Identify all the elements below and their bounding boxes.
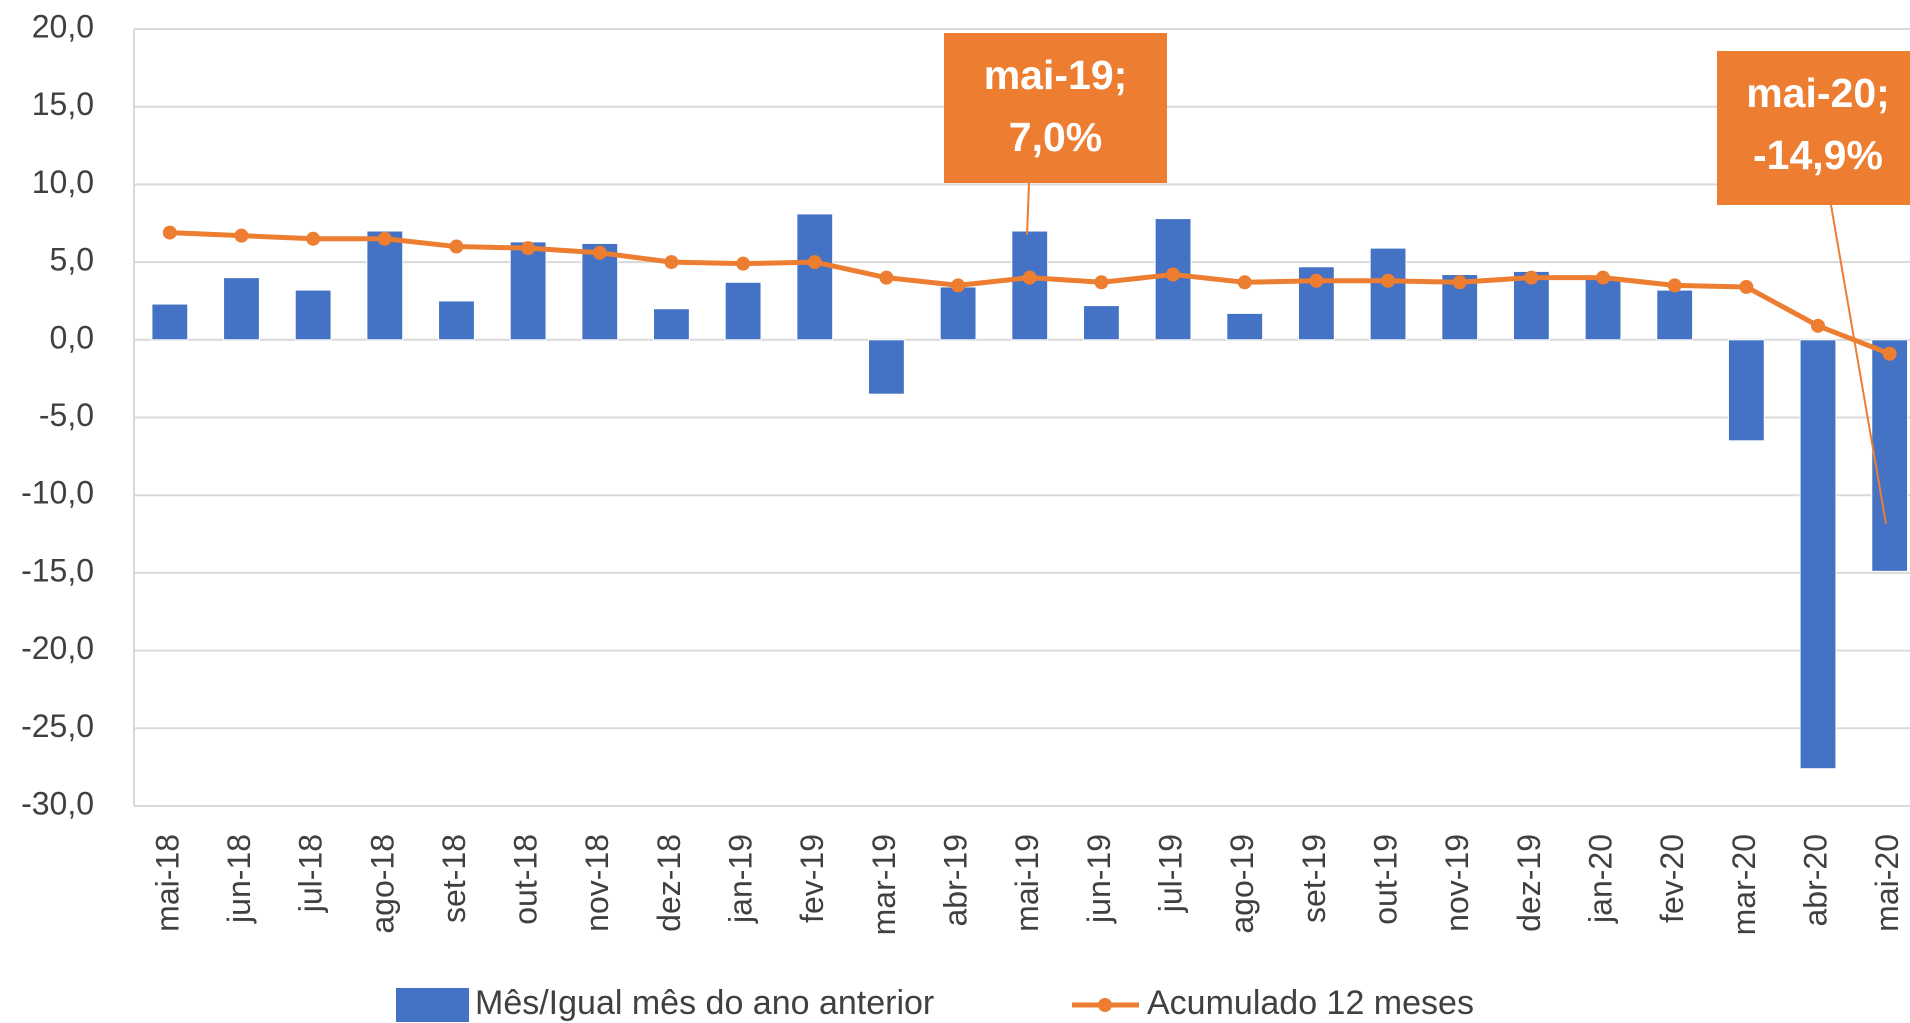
line-marker — [1237, 275, 1252, 290]
y-tick-label: 10,0 — [32, 164, 94, 200]
bar — [1871, 339, 1909, 572]
bar — [796, 213, 834, 341]
line-marker — [592, 245, 607, 260]
line-marker — [306, 231, 321, 246]
x-tick-label: jul-19 — [1153, 834, 1189, 913]
y-tick-label: 5,0 — [50, 242, 94, 278]
y-tick-label: 20,0 — [32, 8, 94, 44]
x-tick-label: abr-20 — [1797, 834, 1833, 927]
line-marker — [1166, 267, 1181, 282]
x-tick-label: fev-19 — [794, 834, 830, 923]
line-marker — [951, 278, 966, 293]
line-marker — [234, 228, 249, 243]
annotation-leader — [1830, 204, 1887, 525]
line-marker — [521, 241, 536, 256]
legend-label: Acumulado 12 meses — [1147, 984, 1474, 1022]
bar — [223, 277, 260, 341]
bar — [1082, 305, 1120, 341]
y-tick-label: -25,0 — [21, 708, 94, 744]
line-marker — [1094, 275, 1109, 290]
y-tick-label: 0,0 — [50, 319, 94, 355]
bar — [366, 230, 404, 341]
x-tick-label: dez-19 — [1511, 834, 1547, 932]
y-tick-label: -30,0 — [21, 785, 94, 821]
bar — [438, 300, 475, 341]
bar — [509, 241, 547, 341]
annotation-text: -14,9% — [1753, 132, 1883, 178]
x-tick-label: set-19 — [1296, 834, 1332, 923]
x-tick-label: dez-18 — [651, 834, 687, 932]
line-marker — [1739, 279, 1754, 294]
x-tick-label: abr-19 — [938, 834, 974, 927]
line-marker — [664, 255, 679, 270]
line-marker — [1596, 270, 1611, 285]
bar — [1799, 339, 1837, 770]
x-tick-label: fev-20 — [1654, 834, 1690, 923]
x-tick-label: ago-19 — [1224, 834, 1260, 934]
line-marker — [1381, 273, 1396, 288]
y-tick-label: -10,0 — [21, 475, 94, 511]
annotation-text: mai-20; — [1746, 70, 1890, 116]
bar — [1584, 277, 1622, 341]
bar — [1656, 289, 1694, 341]
legend-swatch — [396, 988, 469, 1022]
x-tick-label: jun-18 — [221, 834, 257, 924]
x-tick-label: nov-19 — [1439, 834, 1475, 932]
x-tick-label: out-19 — [1368, 834, 1404, 925]
annotation-text: mai-19; — [984, 52, 1128, 98]
bar — [868, 339, 905, 395]
x-tick-label: mar-19 — [866, 834, 902, 935]
annotation-box — [1717, 51, 1910, 205]
bar — [294, 289, 332, 341]
x-tick-label: jan-20 — [1582, 834, 1618, 924]
line-marker — [1811, 318, 1826, 333]
line-marker — [1524, 270, 1539, 285]
line-marker — [1452, 275, 1467, 290]
line-marker — [377, 231, 392, 246]
x-tick-label: jan-19 — [723, 834, 759, 924]
line-marker — [1882, 346, 1897, 361]
bar — [1011, 230, 1049, 341]
x-tick-label: set-18 — [436, 834, 472, 923]
line-marker — [1667, 278, 1682, 293]
line-marker — [1022, 270, 1037, 285]
y-tick-label: -15,0 — [21, 552, 94, 588]
bar — [1369, 247, 1407, 341]
x-tick-label: mai-20 — [1869, 834, 1905, 932]
x-tick-label: out-18 — [508, 834, 544, 925]
bar — [724, 281, 762, 341]
annotation-text: 7,0% — [1009, 114, 1102, 160]
line-marker — [736, 256, 751, 271]
x-tick-label: ago-18 — [364, 834, 400, 934]
legend-swatch — [1098, 998, 1112, 1012]
bar — [939, 286, 977, 341]
bar — [653, 308, 690, 341]
line-marker — [879, 270, 894, 285]
bar — [1226, 312, 1264, 341]
line-marker — [449, 239, 464, 254]
line-marker — [1309, 273, 1324, 288]
legend-label: Mês/Igual mês do ano anterior — [475, 984, 934, 1022]
y-tick-label: 15,0 — [32, 86, 94, 122]
x-tick-label: mar-20 — [1726, 834, 1762, 935]
bar — [151, 303, 189, 341]
bar — [1727, 339, 1765, 442]
annotation-leader — [1026, 182, 1030, 236]
x-tick-label: mai-18 — [149, 834, 185, 932]
y-tick-label: -20,0 — [21, 630, 94, 666]
line-marker — [162, 225, 177, 240]
x-tick-label: mai-19 — [1009, 834, 1045, 932]
annotation-box — [944, 33, 1167, 183]
x-tick-label: nov-18 — [579, 834, 615, 932]
line-marker — [807, 255, 822, 270]
x-tick-label: jul-18 — [293, 834, 329, 913]
y-tick-label: -5,0 — [39, 397, 94, 433]
x-tick-label: jun-19 — [1081, 834, 1117, 924]
